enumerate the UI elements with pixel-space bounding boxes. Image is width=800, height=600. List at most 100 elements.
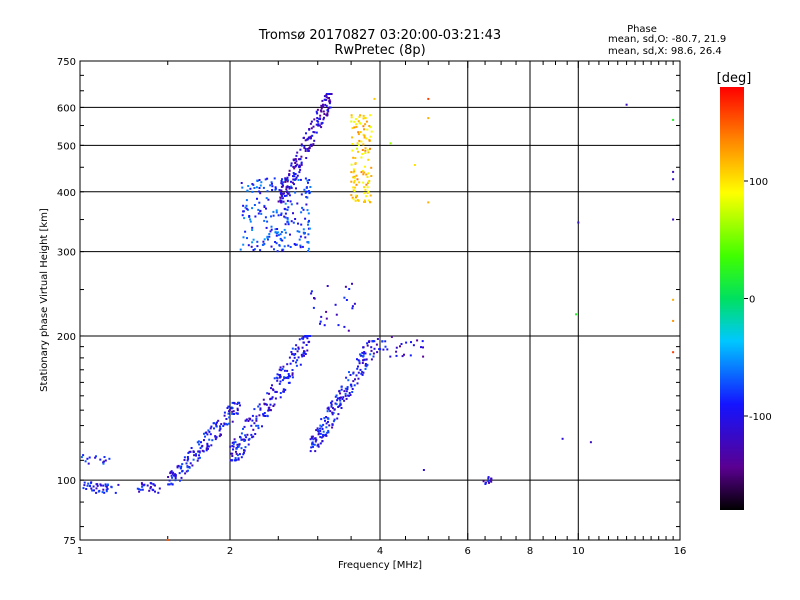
data-point: [625, 103, 628, 106]
data-point: [363, 352, 365, 355]
data-point: [82, 487, 85, 490]
data-point: [359, 114, 362, 117]
data-point: [360, 372, 363, 375]
data-point: [279, 196, 282, 199]
data-point: [351, 307, 354, 310]
data-point: [295, 154, 298, 157]
data-point: [269, 409, 272, 411]
data-point: [269, 397, 272, 400]
data-point: [327, 429, 330, 432]
data-point: [409, 354, 412, 357]
data-point: [274, 186, 277, 189]
data-point: [223, 411, 226, 414]
data-point: [306, 179, 309, 182]
data-point: [344, 392, 347, 395]
data-point: [325, 310, 328, 313]
data-point: [283, 215, 286, 218]
data-point: [320, 126, 323, 129]
data-point: [241, 186, 244, 189]
data-point: [317, 428, 320, 431]
data-point: [103, 460, 106, 463]
data-point: [286, 369, 289, 372]
data-point: [362, 346, 365, 349]
data-point: [304, 148, 307, 150]
data-point: [278, 376, 281, 379]
data-point: [296, 202, 299, 205]
data-point: [89, 485, 91, 488]
data-point: [337, 413, 340, 416]
data-point: [181, 469, 184, 472]
data-point: [372, 355, 375, 358]
data-point: [262, 413, 265, 416]
data-point: [273, 177, 276, 180]
data-point: [219, 425, 221, 428]
data-point: [326, 109, 329, 112]
data-point: [307, 149, 310, 152]
data-point: [320, 425, 323, 428]
data-point: [357, 359, 360, 362]
data-point: [84, 460, 87, 463]
data-point: [295, 364, 298, 367]
data-point: [172, 474, 175, 477]
data-point: [280, 212, 283, 215]
x-tick-label: 8: [527, 546, 533, 557]
data-point: [215, 425, 218, 428]
data-point: [170, 482, 173, 485]
data-point: [324, 99, 327, 101]
data-point: [353, 170, 356, 173]
data-point: [252, 435, 255, 438]
data-point: [325, 96, 328, 99]
data-point: [310, 435, 313, 438]
data-point: [311, 435, 314, 438]
data-point: [299, 244, 302, 247]
data-point: [352, 156, 355, 159]
data-point: [96, 483, 99, 486]
data-point: [92, 485, 95, 488]
data-point: [294, 218, 297, 220]
data-point: [300, 143, 303, 146]
data-point: [287, 244, 290, 247]
data-point: [259, 408, 262, 411]
data-point: [307, 250, 310, 252]
data-point: [310, 437, 313, 440]
data-point: [331, 411, 334, 414]
data-point: [279, 380, 282, 383]
data-point: [357, 371, 360, 374]
data-point: [258, 187, 261, 189]
data-point: [192, 458, 195, 461]
data-point: [209, 427, 212, 430]
data-point: [332, 411, 335, 414]
data-point: [375, 343, 378, 346]
data-point: [298, 171, 301, 174]
data-point: [285, 194, 288, 197]
data-point: [330, 401, 332, 404]
data-point: [339, 403, 342, 406]
data-point: [313, 297, 315, 299]
data-point: [304, 217, 307, 220]
data-point: [105, 490, 108, 493]
data-point: [330, 403, 333, 406]
data-point: [140, 482, 143, 485]
data-point: [672, 178, 675, 181]
data-point: [281, 379, 284, 382]
data-point: [281, 197, 284, 200]
data-point: [260, 181, 263, 184]
data-point: [295, 361, 297, 364]
data-point: [354, 378, 356, 381]
data-point: [240, 438, 243, 441]
data-point: [362, 117, 365, 120]
data-point: [389, 355, 392, 358]
data-point: [330, 93, 333, 95]
data-point: [400, 343, 403, 345]
data-point: [360, 140, 363, 143]
data-point: [90, 481, 93, 484]
data-point: [87, 462, 90, 465]
data-point: [290, 180, 292, 183]
data-point: [242, 243, 245, 246]
data-point: [262, 414, 265, 417]
data-point: [309, 186, 312, 188]
data-point: [308, 192, 311, 195]
data-point: [356, 367, 359, 370]
data-point: [322, 423, 325, 426]
data-point: [348, 392, 351, 394]
